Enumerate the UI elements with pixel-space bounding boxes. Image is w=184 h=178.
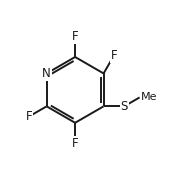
Text: N: N: [42, 67, 51, 80]
Text: F: F: [72, 137, 78, 150]
Text: S: S: [121, 100, 128, 113]
Text: F: F: [111, 49, 117, 62]
Text: F: F: [26, 110, 32, 123]
Text: F: F: [72, 30, 78, 43]
Text: Me: Me: [141, 92, 158, 102]
